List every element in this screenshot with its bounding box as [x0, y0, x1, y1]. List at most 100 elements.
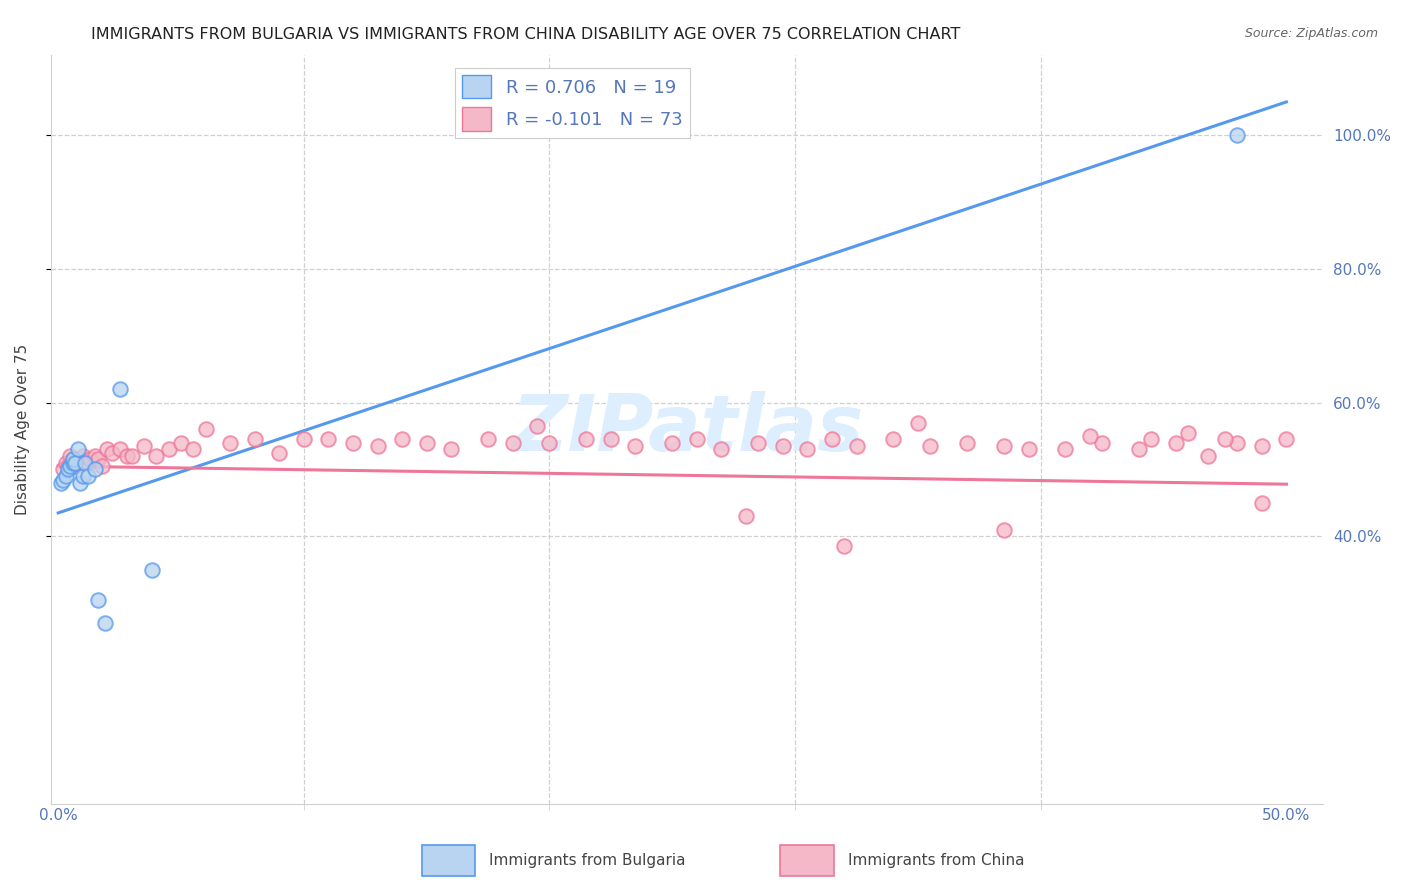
- Point: [55, 469, 77, 483]
- Point: [56, 459, 79, 474]
- Point: [108, 442, 131, 457]
- Point: [101, 446, 124, 460]
- Point: [832, 539, 855, 553]
- Point: [1197, 449, 1219, 463]
- Point: [956, 435, 979, 450]
- Point: [52, 462, 75, 476]
- FancyBboxPatch shape: [422, 846, 475, 876]
- Point: [1177, 425, 1199, 440]
- Point: [686, 433, 709, 447]
- Point: [845, 439, 868, 453]
- Point: [1275, 433, 1298, 447]
- Point: [59, 459, 82, 474]
- Point: [170, 435, 193, 450]
- Point: [84, 449, 107, 463]
- Point: [243, 433, 266, 447]
- Point: [538, 435, 561, 450]
- Point: [821, 433, 844, 447]
- Point: [477, 433, 499, 447]
- Point: [993, 439, 1015, 453]
- Point: [747, 435, 769, 450]
- Point: [1213, 433, 1236, 447]
- Point: [55, 456, 77, 470]
- Point: [84, 462, 107, 476]
- Point: [1128, 442, 1150, 457]
- Point: [79, 452, 101, 467]
- Point: [121, 449, 143, 463]
- Point: [624, 439, 647, 453]
- Point: [575, 433, 598, 447]
- Point: [134, 439, 156, 453]
- Point: [94, 616, 117, 631]
- Y-axis label: Disability Age Over 75: Disability Age Over 75: [15, 343, 30, 515]
- Point: [65, 456, 87, 470]
- Point: [72, 449, 94, 463]
- Point: [69, 452, 91, 467]
- Point: [1226, 128, 1249, 143]
- Text: Source: ZipAtlas.com: Source: ZipAtlas.com: [1244, 27, 1378, 40]
- Point: [415, 435, 437, 450]
- Point: [599, 433, 621, 447]
- Point: [115, 449, 138, 463]
- Point: [772, 439, 794, 453]
- Point: [86, 452, 108, 467]
- Point: [91, 459, 114, 474]
- Point: [318, 433, 340, 447]
- Point: [367, 439, 389, 453]
- Point: [194, 422, 217, 436]
- Point: [502, 435, 524, 450]
- Point: [1054, 442, 1077, 457]
- Point: [157, 442, 180, 457]
- Point: [342, 435, 364, 450]
- Point: [920, 439, 942, 453]
- Point: [62, 452, 84, 467]
- Point: [65, 459, 87, 474]
- Point: [76, 456, 98, 470]
- Point: [49, 475, 72, 490]
- Point: [710, 442, 733, 457]
- Point: [526, 419, 548, 434]
- Point: [1226, 435, 1249, 450]
- Point: [1140, 433, 1163, 447]
- Point: [56, 462, 79, 476]
- Point: [219, 435, 242, 450]
- Point: [86, 592, 108, 607]
- Point: [1078, 429, 1101, 443]
- Point: [96, 442, 118, 457]
- Point: [292, 433, 315, 447]
- Text: Immigrants from Bulgaria: Immigrants from Bulgaria: [489, 854, 686, 868]
- Point: [882, 433, 904, 447]
- Point: [62, 456, 84, 470]
- Point: [52, 473, 75, 487]
- Point: [108, 382, 131, 396]
- Text: Immigrants from China: Immigrants from China: [848, 854, 1025, 868]
- Point: [661, 435, 683, 450]
- Point: [796, 442, 818, 457]
- Point: [69, 475, 91, 490]
- Point: [66, 442, 89, 457]
- Point: [75, 456, 97, 470]
- Point: [62, 452, 84, 467]
- Point: [269, 446, 291, 460]
- Point: [72, 469, 94, 483]
- Point: [141, 563, 163, 577]
- FancyBboxPatch shape: [780, 846, 834, 876]
- Point: [145, 449, 167, 463]
- Point: [1018, 442, 1040, 457]
- Point: [66, 456, 89, 470]
- Point: [1164, 435, 1187, 450]
- Point: [735, 509, 758, 524]
- Point: [391, 433, 413, 447]
- Point: [907, 416, 929, 430]
- Point: [76, 469, 98, 483]
- Legend: R = 0.706   N = 19, R = -0.101   N = 73: R = 0.706 N = 19, R = -0.101 N = 73: [456, 68, 690, 137]
- Point: [993, 523, 1015, 537]
- Point: [1250, 496, 1272, 510]
- Point: [181, 442, 204, 457]
- Point: [75, 456, 97, 470]
- Point: [1091, 435, 1114, 450]
- Text: ZIPatlas: ZIPatlas: [510, 392, 863, 467]
- Point: [59, 449, 82, 463]
- Point: [1250, 439, 1272, 453]
- Text: IMMIGRANTS FROM BULGARIA VS IMMIGRANTS FROM CHINA DISABILITY AGE OVER 75 CORRELA: IMMIGRANTS FROM BULGARIA VS IMMIGRANTS F…: [91, 27, 960, 42]
